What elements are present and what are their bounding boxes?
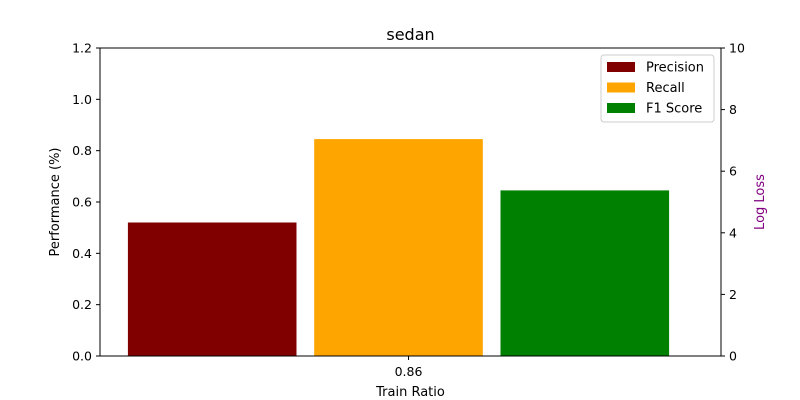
y-axis-ticks: 0.0 0.2 0.4 0.6 0.8 1.0 1.2	[72, 41, 100, 364]
legend-swatch	[607, 82, 635, 93]
y-tick-label: 1.0	[72, 92, 92, 107]
y2-tick-label: 6	[729, 164, 737, 179]
y2-tick-label: 10	[729, 41, 745, 56]
y-tick-label: 0.6	[72, 195, 92, 210]
y-tick-label: 1.2	[72, 41, 92, 56]
bars-group	[127, 139, 670, 356]
bar-f1-score	[500, 190, 670, 356]
y2-tick-label: 8	[729, 102, 737, 117]
y2-tick-label: 4	[729, 225, 737, 240]
x-axis-label: Train Ratio	[375, 385, 445, 400]
chart-title: sedan	[386, 25, 434, 44]
legend-label: Recall	[646, 81, 685, 96]
y2-tick-label: 0	[729, 349, 737, 364]
y2-tick-label: 2	[729, 287, 737, 302]
x-axis-ticks: 0.86	[395, 356, 423, 379]
legend-swatch	[607, 62, 635, 72]
y-axis-label: Performance (%)	[48, 147, 63, 256]
y-tick-label: 0.0	[72, 349, 92, 364]
y-tick-label: 0.2	[72, 297, 92, 312]
legend-label: F1 Score	[646, 102, 702, 117]
y2-axis-ticks: 0 2 4 6 8 10	[721, 41, 745, 364]
legend-swatch	[607, 103, 635, 113]
y2-axis-label: Log Loss	[753, 174, 768, 230]
y-tick-label: 0.4	[72, 246, 92, 261]
legend: Precision Recall F1 Score	[600, 54, 715, 123]
y-tick-label: 0.8	[72, 143, 92, 158]
bar-precision	[127, 222, 297, 356]
x-tick-label: 0.86	[395, 364, 423, 379]
legend-label: Precision	[646, 61, 704, 76]
bar-recall	[314, 139, 483, 356]
